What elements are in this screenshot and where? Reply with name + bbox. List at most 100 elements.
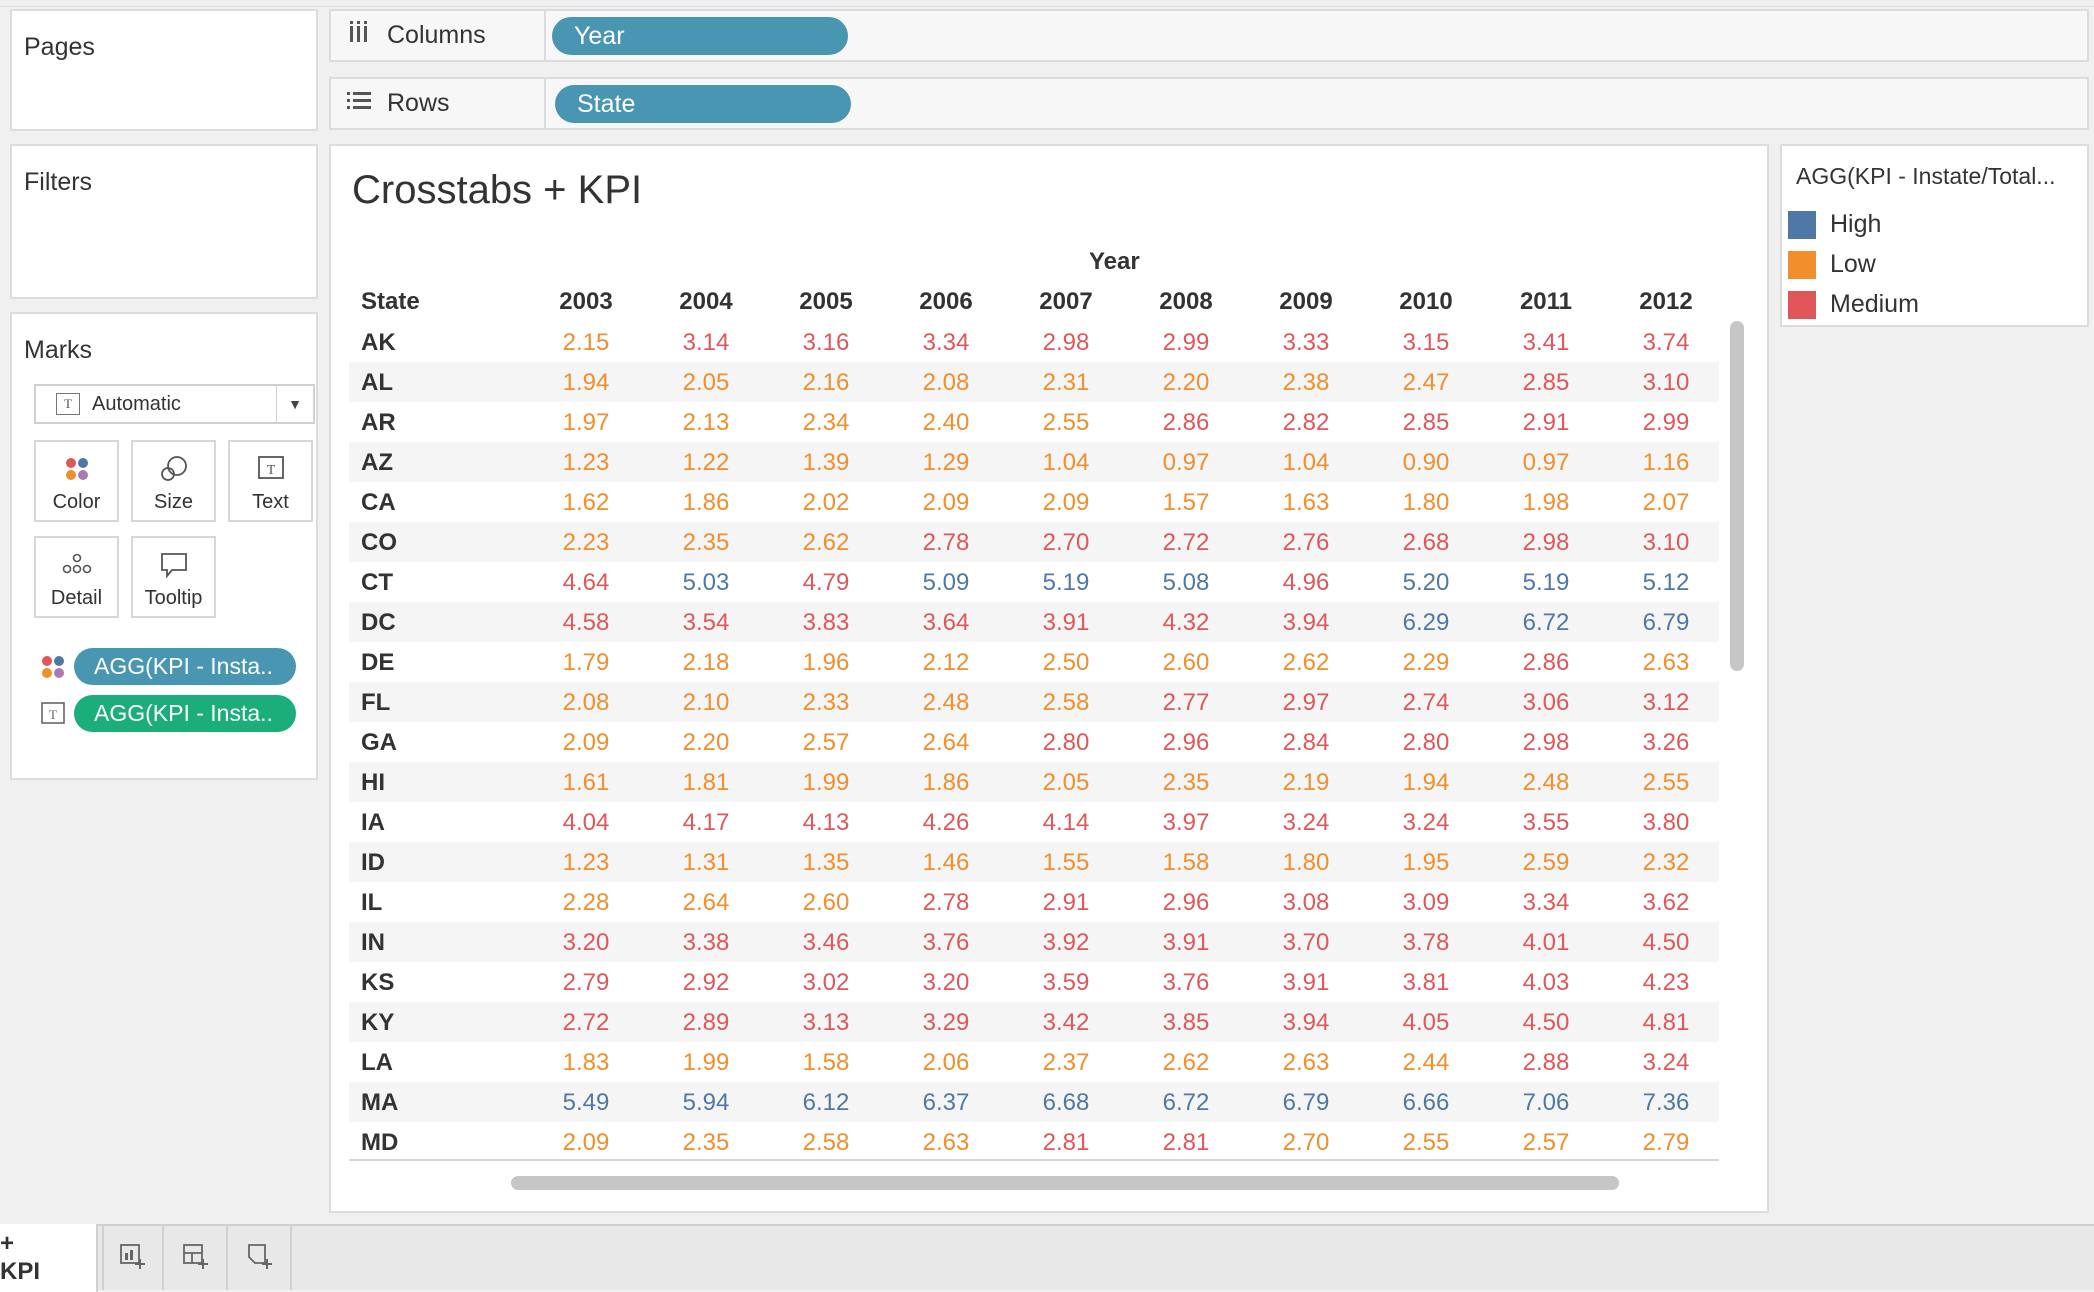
kpi-cell[interactable]: 4.04 [562,809,610,836]
kpi-cell[interactable]: 6.37 [922,1089,970,1116]
kpi-cell[interactable]: 2.96 [1162,729,1210,756]
kpi-cell[interactable]: 2.70 [1042,529,1090,556]
kpi-cell[interactable]: 3.24 [1282,809,1330,836]
rows-shelf[interactable]: Rows State [329,77,2089,130]
kpi-cell[interactable]: 2.82 [1282,409,1330,436]
kpi-cell[interactable]: 2.02 [802,489,850,516]
kpi-cell[interactable]: 3.26 [1642,729,1690,756]
chevron-down-icon[interactable]: ▼ [276,386,313,422]
kpi-cell[interactable]: 2.85 [1522,369,1570,396]
kpi-cell[interactable]: 2.96 [1162,889,1210,916]
kpi-cell[interactable]: 5.12 [1642,569,1690,596]
kpi-cell[interactable]: 2.76 [1282,529,1330,556]
kpi-cell[interactable]: 2.64 [922,729,970,756]
kpi-cell[interactable]: 5.03 [682,569,730,596]
kpi-cell[interactable]: 2.60 [802,889,850,916]
kpi-cell[interactable]: 3.08 [1282,889,1330,916]
text-button[interactable]: T Text [228,440,313,522]
kpi-cell[interactable]: 1.80 [1282,849,1330,876]
kpi-cell[interactable]: 2.48 [1522,769,1570,796]
kpi-cell[interactable]: 2.32 [1642,849,1690,876]
kpi-cell[interactable]: 6.79 [1642,609,1690,636]
kpi-cell[interactable]: 1.39 [802,449,850,476]
kpi-cell[interactable]: 3.42 [1042,1009,1090,1036]
kpi-cell[interactable]: 2.23 [562,529,610,556]
kpi-cell[interactable]: 5.49 [562,1089,610,1116]
kpi-cell[interactable]: 2.80 [1042,729,1090,756]
kpi-cell[interactable]: 2.33 [802,689,850,716]
new-dashboard-button[interactable] [166,1226,228,1290]
kpi-cell[interactable]: 2.63 [922,1129,970,1156]
kpi-cell[interactable]: 3.59 [1042,969,1090,996]
kpi-cell[interactable]: 5.19 [1042,569,1090,596]
kpi-cell[interactable]: 2.84 [1282,729,1330,756]
kpi-cell[interactable]: 3.16 [802,329,850,356]
kpi-cell[interactable]: 2.78 [922,529,970,556]
kpi-cell[interactable]: 1.58 [1162,849,1210,876]
kpi-cell[interactable]: 4.96 [1282,569,1330,596]
kpi-cell[interactable]: 2.19 [1282,769,1330,796]
kpi-cell[interactable]: 1.55 [1042,849,1090,876]
kpi-cell[interactable]: 2.18 [682,649,730,676]
kpi-cell[interactable]: 3.29 [922,1009,970,1036]
kpi-cell[interactable]: 2.09 [562,729,610,756]
kpi-cell[interactable]: 3.20 [922,969,970,996]
detail-button[interactable]: Detail [34,536,119,618]
kpi-cell[interactable]: 1.57 [1162,489,1210,516]
kpi-cell[interactable]: 1.04 [1282,449,1330,476]
kpi-cell[interactable]: 2.59 [1522,849,1570,876]
kpi-cell[interactable]: 7.06 [1522,1089,1570,1116]
kpi-cell[interactable]: 2.09 [562,1129,610,1156]
kpi-cell[interactable]: 2.08 [922,369,970,396]
kpi-cell[interactable]: 3.81 [1402,969,1450,996]
kpi-cell[interactable]: 6.68 [1042,1089,1090,1116]
kpi-cell[interactable]: 1.86 [682,489,730,516]
kpi-cell[interactable]: 2.58 [802,1129,850,1156]
kpi-cell[interactable]: 2.99 [1642,409,1690,436]
kpi-cell[interactable]: 1.94 [562,369,610,396]
kpi-cell[interactable]: 4.23 [1642,969,1690,996]
kpi-cell[interactable]: 4.79 [802,569,850,596]
kpi-cell[interactable]: 2.12 [922,649,970,676]
kpi-cell[interactable]: 2.64 [682,889,730,916]
kpi-cell[interactable]: 3.46 [802,929,850,956]
kpi-cell[interactable]: 3.13 [802,1009,850,1036]
mark-type-dropdown[interactable]: T Automatic ▼ [34,384,315,424]
legend-item-low[interactable]: Low [1788,250,1876,279]
size-button[interactable]: Size [131,440,216,522]
kpi-cell[interactable]: 1.31 [682,849,730,876]
kpi-cell[interactable]: 3.34 [1522,889,1570,916]
kpi-cell[interactable]: 4.81 [1642,1009,1690,1036]
kpi-cell[interactable]: 1.96 [802,649,850,676]
kpi-cell[interactable]: 3.24 [1642,1049,1690,1076]
kpi-cell[interactable]: 2.55 [1642,769,1690,796]
kpi-cell[interactable]: 2.72 [562,1009,610,1036]
kpi-cell[interactable]: 3.97 [1162,809,1210,836]
kpi-cell[interactable]: 2.35 [682,529,730,556]
horizontal-scrollbar[interactable] [511,1176,1619,1190]
kpi-cell[interactable]: 1.46 [922,849,970,876]
kpi-cell[interactable]: 3.41 [1522,329,1570,356]
kpi-cell[interactable]: 2.34 [802,409,850,436]
kpi-cell[interactable]: 2.35 [1162,769,1210,796]
kpi-cell[interactable]: 2.97 [1282,689,1330,716]
kpi-cell[interactable]: 5.20 [1402,569,1450,596]
kpi-cell[interactable]: 3.91 [1042,609,1090,636]
kpi-cell[interactable]: 1.86 [922,769,970,796]
kpi-cell[interactable]: 3.80 [1642,809,1690,836]
kpi-cell[interactable]: 2.98 [1522,729,1570,756]
kpi-cell[interactable]: 2.88 [1522,1049,1570,1076]
kpi-cell[interactable]: 3.33 [1282,329,1330,356]
kpi-cell[interactable]: 1.29 [922,449,970,476]
kpi-cell[interactable]: 2.16 [802,369,850,396]
kpi-cell[interactable]: 1.79 [562,649,610,676]
kpi-cell[interactable]: 2.68 [1402,529,1450,556]
legend-item-medium[interactable]: Medium [1788,290,1919,319]
color-button[interactable]: Color [34,440,119,522]
kpi-cell[interactable]: 2.05 [1042,769,1090,796]
kpi-cell[interactable]: 1.22 [682,449,730,476]
filters-card[interactable]: Filters [10,144,318,299]
kpi-cell[interactable]: 2.62 [1162,1049,1210,1076]
kpi-cell[interactable]: 2.62 [1282,649,1330,676]
kpi-cell[interactable]: 3.76 [1162,969,1210,996]
